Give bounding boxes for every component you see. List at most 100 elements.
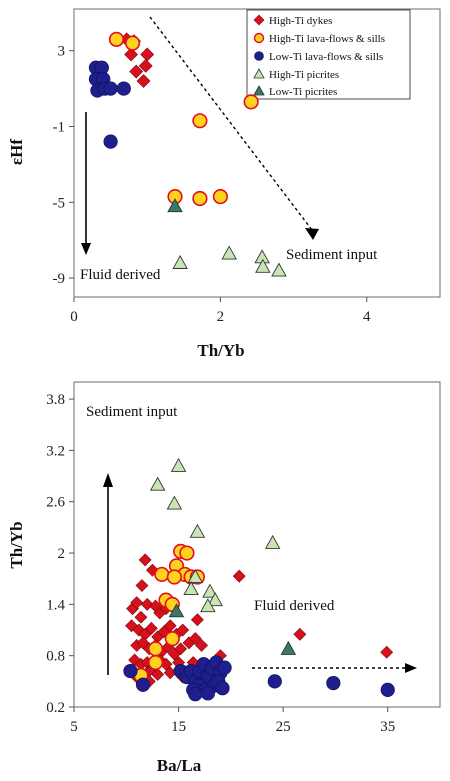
bottom-y-tick-label: 0.8	[46, 649, 65, 665]
bottom-y-axis-title: Th/Yb	[7, 521, 26, 568]
bottom-point-high-ti-lava	[147, 641, 164, 657]
bottom-point-high-ti-dykes	[195, 638, 209, 652]
top-point-low-ti-lava	[116, 81, 131, 96]
top-point-high-ti-dykes	[140, 47, 155, 62]
legend-marker-high-ti-lava	[253, 32, 265, 44]
bottom-point-high-ti-dykes	[135, 579, 149, 592]
bottom-point-high-ti-dykes	[176, 623, 190, 637]
top-x-tick-label: 4	[363, 309, 371, 325]
top-legend: High-Ti dykes High-Ti lava-flows & sills…	[246, 9, 411, 100]
top-data-points	[88, 31, 287, 277]
bottom-point-high-ti-dykes	[232, 569, 246, 583]
bottom-fluid-arrowhead	[405, 663, 417, 673]
bottom-point-high-ti-dykes	[188, 632, 202, 646]
bottom-y-tick-label: 1.4	[46, 597, 65, 613]
bottom-point-low-ti-lava	[217, 660, 232, 675]
bottom-point-high-ti-picrites	[149, 476, 166, 491]
bottom-point-high-ti-picrites	[202, 583, 218, 598]
bottom-sediment-arrowhead	[103, 473, 113, 487]
top-point-high-ti-lava	[243, 94, 259, 110]
top-y-tick-label: 3	[58, 44, 66, 60]
bottom-point-high-ti-picrites	[187, 569, 204, 584]
top-point-low-ti-lava	[103, 134, 118, 149]
bottom-point-high-ti-dykes	[174, 642, 188, 656]
legend-marker-high-ti-dykes	[253, 14, 265, 26]
top-legend-box	[246, 9, 411, 100]
bottom-point-high-ti-picrites	[170, 457, 187, 472]
bottom-panel: 5 15 25 35 0.2 0.8 1.4 2 2.6 3.2 3.8 Sediment inp…	[7, 381, 441, 775]
bottom-point-low-ti-lava	[215, 681, 230, 696]
bottom-plot-frame	[73, 381, 441, 708]
bottom-fluid-label: Fluid derived	[254, 598, 335, 614]
bottom-y-tick-label: 3.2	[46, 443, 65, 459]
top-point-high-ti-dykes	[129, 64, 144, 79]
bottom-point-low-ti-lava	[380, 682, 395, 697]
top-x-ticks: 0 2 4	[70, 297, 371, 325]
top-point-high-ti-picrites	[271, 262, 287, 277]
top-y-axis-title: εHf	[7, 139, 26, 165]
top-plot-frame	[73, 8, 441, 298]
bottom-point-high-ti-picrites	[200, 598, 216, 613]
bottom-y-tick-label: 3.8	[46, 392, 65, 408]
top-sediment-label: Sediment input	[286, 247, 378, 263]
legend-label-low-ti-picrites: Low-Ti picrites	[269, 86, 337, 98]
legend-label-high-ti-dykes: High-Ti dykes	[269, 15, 332, 27]
top-x-axis-title: Th/Yb	[197, 341, 244, 360]
bottom-point-low-ti-lava	[200, 686, 215, 701]
legend-marker-low-ti-lava	[254, 51, 264, 61]
top-fluid-label: Fluid derived	[80, 267, 161, 283]
bottom-point-high-ti-picrites	[166, 495, 183, 510]
bottom-point-high-ti-lava	[166, 569, 182, 585]
bottom-point-high-ti-dykes	[130, 596, 144, 610]
top-point-high-ti-dykes	[136, 74, 151, 88]
top-point-high-ti-picrites	[255, 258, 271, 273]
bottom-point-high-ti-lava	[164, 630, 180, 647]
top-sediment-arrow	[149, 16, 313, 231]
top-y-tick-label: -9	[53, 271, 66, 287]
bottom-x-axis-title: Ba/La	[157, 756, 202, 775]
top-y-tick-label: -5	[53, 195, 66, 211]
bottom-point-low-ti-lava	[267, 674, 282, 689]
bottom-y-tick-label: 2.6	[46, 495, 65, 511]
legend-marker-high-ti-picrites	[253, 68, 265, 79]
bottom-point-low-ti-picrites	[280, 640, 297, 655]
bottom-point-low-ti-picrites	[168, 603, 185, 618]
bottom-point-low-ti-lava	[188, 687, 203, 702]
bottom-point-high-ti-dykes	[380, 645, 394, 659]
bottom-point-low-ti-lava	[135, 677, 151, 692]
top-point-high-ti-lava	[124, 35, 141, 51]
bottom-point-high-ti-dykes	[293, 627, 307, 641]
bottom-x-ticks: 5 15 25 35	[70, 707, 395, 735]
bottom-y-ticks: 0.2 0.8 1.4 2 2.6 3.2 3.8	[46, 392, 74, 716]
bottom-point-low-ti-lava	[326, 675, 341, 691]
top-y-ticks: 3 -1 -5 -9	[53, 44, 74, 287]
top-panel: 0 2 4 3 -1 -5 -9 Fluid derived Sediment input…	[7, 8, 441, 360]
top-point-high-ti-lava	[192, 113, 208, 129]
bottom-point-high-ti-lava	[179, 545, 195, 561]
top-y-tick-label: -1	[53, 119, 66, 135]
bottom-point-high-ti-picrites	[189, 523, 206, 538]
top-point-low-ti-picrites	[167, 198, 183, 213]
legend-label-low-ti-lava: Low-Ti lava-flows & sills	[269, 51, 383, 63]
bottom-point-high-ti-lava	[147, 654, 164, 671]
top-point-high-ti-dykes	[124, 47, 139, 62]
legend-marker-low-ti-picrites	[253, 85, 265, 96]
bottom-data-points	[123, 457, 395, 702]
bottom-x-tick-label: 35	[380, 719, 395, 735]
bottom-point-high-ti-dykes	[144, 621, 158, 635]
bottom-x-tick-label: 5	[70, 719, 78, 735]
top-point-high-ti-lava	[192, 190, 208, 207]
bottom-point-high-ti-dykes	[190, 613, 204, 627]
top-point-high-ti-lava	[212, 188, 228, 205]
top-x-tick-label: 2	[217, 309, 225, 325]
bottom-point-high-ti-dykes	[140, 597, 154, 611]
bottom-y-tick-label: 2	[58, 546, 66, 562]
bottom-point-low-ti-lava	[123, 663, 138, 679]
bottom-point-high-ti-lava	[154, 566, 170, 583]
bottom-x-tick-label: 25	[276, 719, 291, 735]
bottom-x-tick-label: 15	[171, 719, 186, 735]
legend-label-high-ti-lava: High-Ti lava-flows & sills	[269, 33, 385, 45]
top-point-high-ti-dykes	[138, 58, 153, 73]
bottom-point-high-ti-dykes	[151, 668, 165, 681]
